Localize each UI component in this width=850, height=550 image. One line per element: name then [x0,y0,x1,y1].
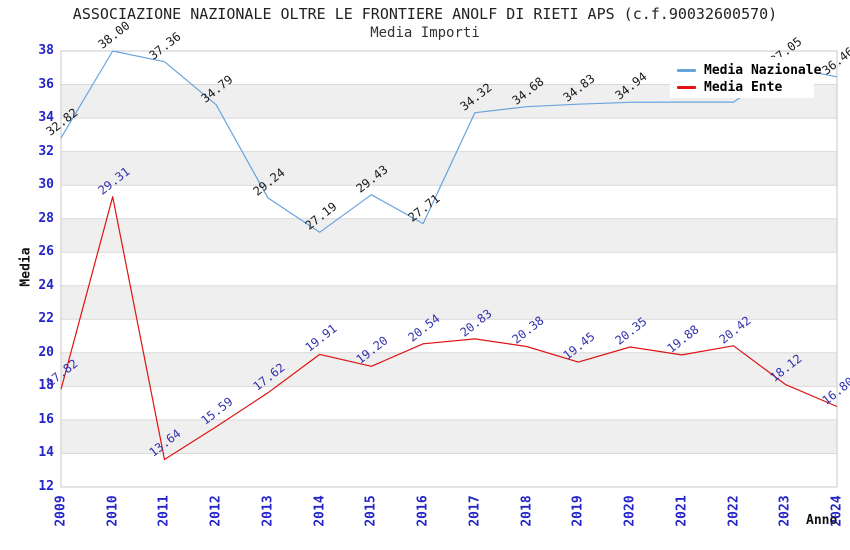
x-tick-2012: 2012 [208,495,224,527]
chart-subtitle: Media Importi [370,25,480,41]
plot-band [61,319,837,353]
y-tick-22: 22 [38,311,54,326]
y-tick-26: 26 [38,244,54,259]
x-tick-2020: 2020 [622,495,638,527]
plot-band [61,453,837,487]
x-tick-2021: 2021 [674,495,690,527]
plot-band [61,218,837,253]
chart-title: ASSOCIAZIONE NAZIONALE OLTRE LE FRONTIER… [72,5,778,23]
plot-band [61,285,837,320]
plot-band [61,118,837,152]
x-tick-2015: 2015 [363,495,379,527]
y-tick-34: 34 [38,110,54,125]
x-tick-2010: 2010 [105,495,121,527]
legend-item-media-nazionale: Media Nazionale [677,62,821,79]
plot-band [61,252,837,286]
y-tick-18: 18 [38,378,54,393]
x-tick-2016: 2016 [415,495,431,527]
legend-swatch-media-nazionale-icon [677,69,696,72]
y-tick-36: 36 [38,77,54,92]
x-axis-title: Anno [806,513,838,528]
plot-band [61,352,837,387]
y-tick-14: 14 [38,445,54,460]
x-tick-2013: 2013 [260,495,276,527]
y-tick-32: 32 [38,144,54,159]
y-tick-20: 20 [38,345,54,360]
x-tick-2018: 2018 [519,495,535,527]
y-tick-28: 28 [38,211,54,226]
y-tick-12: 12 [38,479,54,494]
x-tick-2009: 2009 [53,495,69,527]
x-tick-2014: 2014 [312,495,328,527]
x-tick-2017: 2017 [467,495,483,527]
series-line-media-ente [60,196,838,461]
x-tick-2022: 2022 [726,495,742,527]
y-axis-title: Media [18,247,34,287]
plot-band [61,185,837,219]
plot-band [61,419,837,454]
y-tick-24: 24 [38,278,54,293]
x-tick-2011: 2011 [156,495,172,527]
legend: Media Nazionale Media Ente [670,57,821,98]
x-tick-2019: 2019 [570,495,586,527]
y-tick-38: 38 [38,43,54,58]
x-tick-2023: 2023 [777,495,793,527]
legend-item-media-ente: Media Ente [677,79,814,96]
legend-swatch-media-ente-icon [677,86,696,89]
plot-border [60,50,838,488]
legend-label-media-nazionale: Media Nazionale [704,63,822,78]
y-tick-30: 30 [38,177,54,192]
y-tick-16: 16 [38,412,54,427]
legend-label-media-ente: Media Ente [704,80,783,95]
series-line-media-nazionale [60,50,838,233]
plot-band [61,386,837,420]
